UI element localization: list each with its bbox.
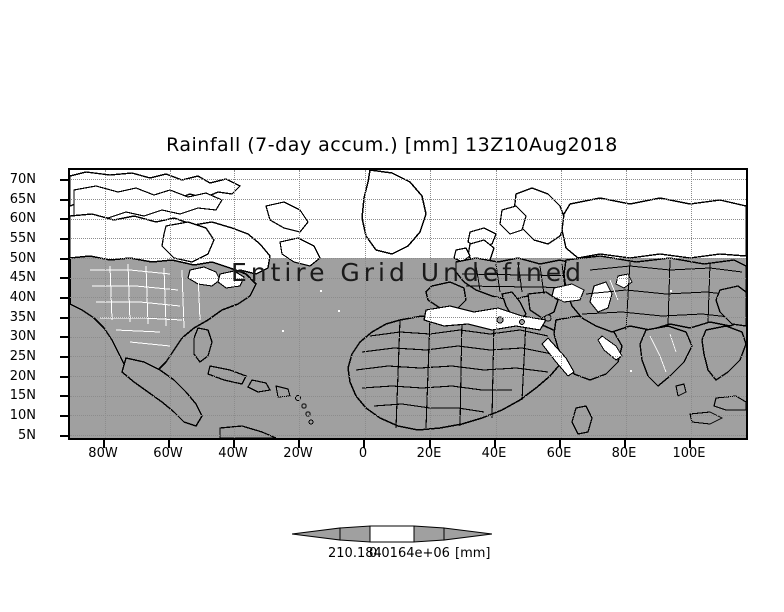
- y-axis-label: 60N: [9, 211, 36, 226]
- gridline-vertical: [170, 170, 171, 438]
- gridline-horizontal: [70, 317, 746, 318]
- y-axis-label: 35N: [9, 310, 36, 325]
- gridline-horizontal: [70, 415, 746, 416]
- x-axis-tick: [233, 440, 235, 448]
- x-axis-tick: [559, 440, 561, 448]
- x-axis-label: 80E: [611, 446, 637, 461]
- gridline-horizontal: [70, 258, 746, 259]
- gridline-horizontal: [70, 278, 746, 279]
- y-axis-tick: [60, 435, 68, 437]
- gridline-horizontal: [70, 297, 746, 298]
- colorbar-label-left: 210.184: [328, 546, 382, 561]
- gridline-vertical: [561, 170, 562, 438]
- world-coastline-map: [70, 170, 746, 438]
- y-axis-label: 15N: [9, 388, 36, 403]
- gridline-vertical: [430, 170, 431, 438]
- y-axis-label: 5N: [18, 428, 36, 443]
- map-plot-area: Entire Grid Undefined: [68, 168, 748, 440]
- y-axis-tick: [60, 376, 68, 378]
- gridline-vertical: [365, 170, 366, 438]
- gridline-horizontal: [70, 179, 746, 180]
- gridline-vertical: [299, 170, 300, 438]
- x-axis-label: 0: [358, 446, 368, 461]
- y-axis-label: 25N: [9, 349, 36, 364]
- colorbar-label-right: 0.0164e+06: [369, 546, 450, 561]
- y-axis-tick: [60, 317, 68, 319]
- x-axis-label: 60E: [546, 446, 572, 461]
- y-axis-tick: [60, 199, 68, 201]
- x-axis-tick: [429, 440, 431, 448]
- x-axis-tick: [298, 440, 300, 448]
- y-axis-tick: [60, 238, 68, 240]
- y-axis-label: 45N: [9, 270, 36, 285]
- gridline-vertical: [691, 170, 692, 438]
- y-axis-label: 65N: [9, 192, 36, 207]
- gridline-horizontal: [70, 199, 746, 200]
- y-axis-label: 70N: [9, 172, 36, 187]
- x-axis-label: 80W: [88, 446, 118, 461]
- colorbar-labels: 210.184 0.0164e+06 [mm]: [0, 546, 784, 564]
- y-axis-tick: [60, 277, 68, 279]
- x-axis-label: 100E: [672, 446, 706, 461]
- y-axis-tick: [60, 336, 68, 338]
- x-axis-tick: [168, 440, 170, 448]
- gridline-horizontal: [70, 219, 746, 220]
- y-axis-tick: [60, 297, 68, 299]
- x-axis-label: 60W: [153, 446, 183, 461]
- x-axis-label: 40W: [218, 446, 248, 461]
- gridline-vertical: [626, 170, 627, 438]
- x-axis-label: 40E: [481, 446, 507, 461]
- colorbar[interactable]: [292, 522, 492, 546]
- gridline-horizontal: [70, 356, 746, 357]
- y-axis-label: 20N: [9, 369, 36, 384]
- x-axis-tick: [624, 440, 626, 448]
- x-axis-tick: [494, 440, 496, 448]
- x-axis-tick: [689, 440, 691, 448]
- y-axis-label: 10N: [9, 408, 36, 423]
- y-axis-label: 30N: [9, 329, 36, 344]
- y-axis-tick: [60, 218, 68, 220]
- y-axis-tick: [60, 258, 68, 260]
- y-axis-label: 55N: [9, 231, 36, 246]
- map-clip: Entire Grid Undefined: [70, 170, 746, 438]
- gridline-horizontal: [70, 376, 746, 377]
- x-axis-tick: [103, 440, 105, 448]
- y-axis-tick: [60, 179, 68, 181]
- gridline-horizontal: [70, 435, 746, 436]
- gridline-horizontal: [70, 337, 746, 338]
- gridline-vertical: [105, 170, 106, 438]
- gridline-horizontal: [70, 238, 746, 239]
- gridline-horizontal: [70, 396, 746, 397]
- x-axis-label: 20W: [283, 446, 313, 461]
- gridline-vertical: [234, 170, 235, 438]
- page-title: Rainfall (7-day accum.) [mm] 13Z10Aug201…: [166, 134, 618, 156]
- gridline-vertical: [496, 170, 497, 438]
- x-axis-label: 20E: [416, 446, 442, 461]
- y-axis-tick: [60, 356, 68, 358]
- colorbar-units-label: [mm]: [455, 546, 491, 561]
- x-axis-tick: [363, 440, 365, 448]
- y-axis-label: 40N: [9, 290, 36, 305]
- undefined-grid-watermark: Entire Grid Undefined: [230, 258, 586, 287]
- y-axis-tick: [60, 415, 68, 417]
- y-axis-label: 50N: [9, 251, 36, 266]
- y-axis-tick: [60, 395, 68, 397]
